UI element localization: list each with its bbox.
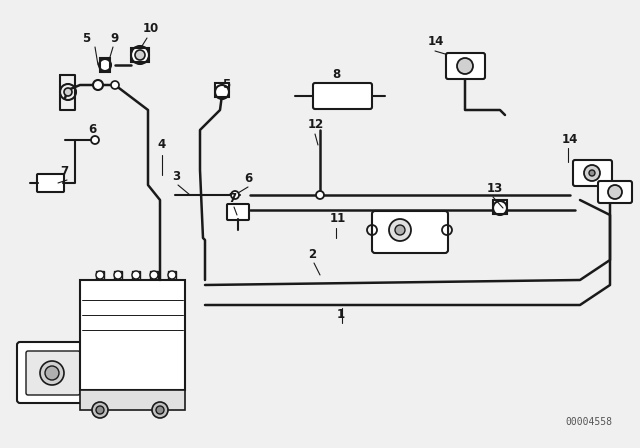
FancyBboxPatch shape	[96, 271, 104, 279]
Text: 6: 6	[88, 123, 96, 136]
Circle shape	[150, 271, 158, 279]
Text: 1: 1	[337, 308, 345, 321]
Circle shape	[156, 406, 164, 414]
FancyBboxPatch shape	[372, 211, 448, 253]
Text: 11: 11	[330, 212, 346, 225]
Bar	[80, 390, 185, 410]
FancyBboxPatch shape	[26, 351, 80, 395]
Circle shape	[584, 165, 600, 181]
FancyBboxPatch shape	[132, 271, 140, 279]
Text: 8: 8	[332, 68, 340, 81]
Text: 5: 5	[222, 78, 230, 91]
Circle shape	[589, 170, 595, 176]
FancyBboxPatch shape	[227, 204, 249, 220]
Circle shape	[608, 185, 622, 199]
Text: 2: 2	[308, 248, 316, 261]
Circle shape	[91, 136, 99, 144]
Circle shape	[45, 366, 59, 380]
Circle shape	[135, 50, 145, 60]
FancyBboxPatch shape	[313, 83, 372, 109]
Text: 10: 10	[143, 22, 159, 35]
Bar	[131, 48, 149, 62]
Circle shape	[92, 402, 108, 418]
Circle shape	[114, 271, 122, 279]
Text: 7: 7	[60, 165, 68, 178]
Text: 5: 5	[82, 32, 90, 45]
Circle shape	[96, 406, 104, 414]
Text: 12: 12	[308, 118, 324, 131]
Text: 14: 14	[428, 35, 444, 48]
Circle shape	[389, 219, 411, 241]
Text: 6: 6	[244, 172, 252, 185]
Bar	[215, 83, 229, 97]
Circle shape	[395, 225, 405, 235]
Circle shape	[111, 81, 119, 89]
FancyBboxPatch shape	[114, 271, 122, 279]
Text: 14: 14	[562, 133, 579, 146]
FancyBboxPatch shape	[598, 181, 632, 203]
Circle shape	[457, 58, 473, 74]
Circle shape	[168, 271, 176, 279]
Circle shape	[316, 191, 324, 199]
Bar	[80, 280, 185, 390]
Bar	[493, 200, 507, 214]
Circle shape	[152, 402, 168, 418]
FancyBboxPatch shape	[446, 53, 485, 79]
FancyBboxPatch shape	[168, 271, 176, 279]
Text: 9: 9	[110, 32, 118, 45]
Circle shape	[132, 271, 140, 279]
FancyBboxPatch shape	[17, 342, 88, 403]
Circle shape	[96, 271, 104, 279]
Text: 3: 3	[172, 170, 180, 183]
FancyBboxPatch shape	[573, 160, 612, 186]
Text: 4: 4	[157, 138, 165, 151]
FancyBboxPatch shape	[37, 174, 64, 192]
Circle shape	[231, 191, 239, 199]
Circle shape	[64, 88, 72, 96]
Circle shape	[40, 361, 64, 385]
Bar	[100, 58, 110, 72]
Text: 00004558: 00004558	[565, 417, 612, 427]
Text: 7: 7	[228, 192, 236, 205]
Text: 13: 13	[487, 182, 503, 195]
Circle shape	[93, 80, 103, 90]
FancyBboxPatch shape	[150, 271, 158, 279]
